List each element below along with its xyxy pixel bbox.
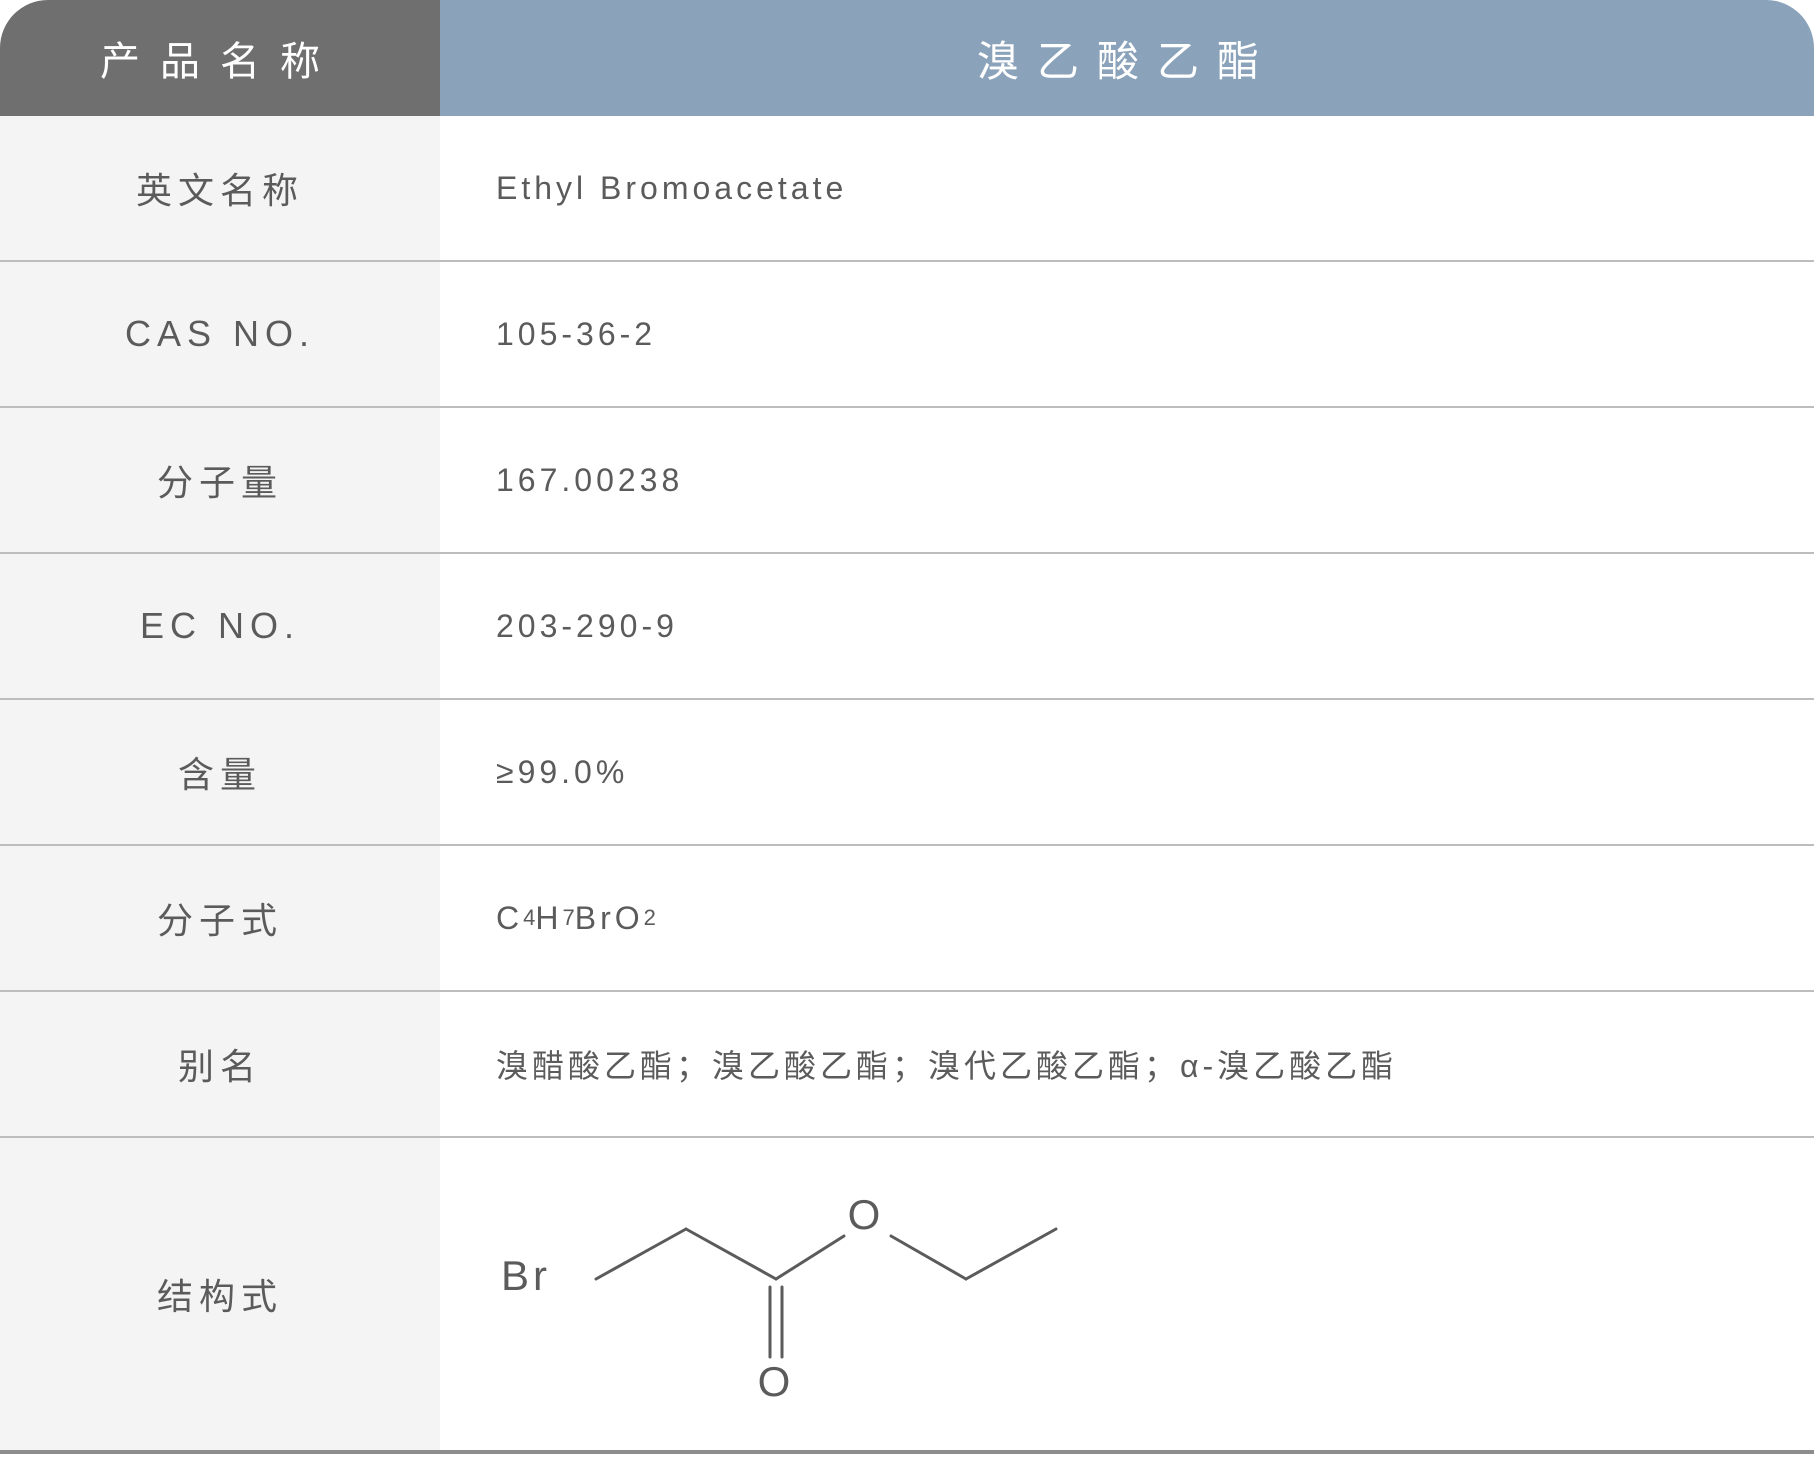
row-label: 分子式 xyxy=(0,846,440,990)
row-value-structure: Br O O xyxy=(440,1138,1814,1450)
row-label: 英文名称 xyxy=(0,116,440,260)
row-label: EC NO. xyxy=(0,554,440,698)
row-value: C4H7BrO2 xyxy=(440,846,1814,990)
header-value: 溴乙酸乙酯 xyxy=(440,0,1814,116)
svg-text:Br: Br xyxy=(501,1252,551,1299)
header-row: 产品名称 溴乙酸乙酯 xyxy=(0,0,1814,116)
row-content: 含量 ≥99.0% xyxy=(0,700,1814,846)
structure-diagram: Br O O xyxy=(496,1174,1116,1414)
row-label: 分子量 xyxy=(0,408,440,552)
row-value: Ethyl Bromoacetate xyxy=(440,116,1814,260)
row-value: 203-290-9 xyxy=(440,554,1814,698)
row-cas-no: CAS NO. 105-36-2 xyxy=(0,262,1814,408)
svg-text:O: O xyxy=(758,1358,795,1405)
row-english-name: 英文名称 Ethyl Bromoacetate xyxy=(0,116,1814,262)
row-molecular-weight: 分子量 167.00238 xyxy=(0,408,1814,554)
row-alias: 别名 溴醋酸乙酯；溴乙酸乙酯；溴代乙酸乙酯；α-溴乙酸乙酯 xyxy=(0,992,1814,1138)
row-value: 167.00238 xyxy=(440,408,1814,552)
row-value: 溴醋酸乙酯；溴乙酸乙酯；溴代乙酸乙酯；α-溴乙酸乙酯 xyxy=(440,992,1814,1136)
header-label: 产品名称 xyxy=(0,0,440,116)
row-label: 别名 xyxy=(0,992,440,1136)
row-label: 含量 xyxy=(0,700,440,844)
row-label: CAS NO. xyxy=(0,262,440,406)
row-label: 结构式 xyxy=(0,1138,440,1450)
row-value: ≥99.0% xyxy=(440,700,1814,844)
row-ec-no: EC NO. 203-290-9 xyxy=(0,554,1814,700)
svg-text:O: O xyxy=(848,1191,885,1238)
row-molecular-formula: 分子式 C4H7BrO2 xyxy=(0,846,1814,992)
row-structure: 结构式 Br O O xyxy=(0,1138,1814,1454)
product-table: 产品名称 溴乙酸乙酯 英文名称 Ethyl Bromoacetate CAS N… xyxy=(0,0,1814,1454)
row-value: 105-36-2 xyxy=(440,262,1814,406)
